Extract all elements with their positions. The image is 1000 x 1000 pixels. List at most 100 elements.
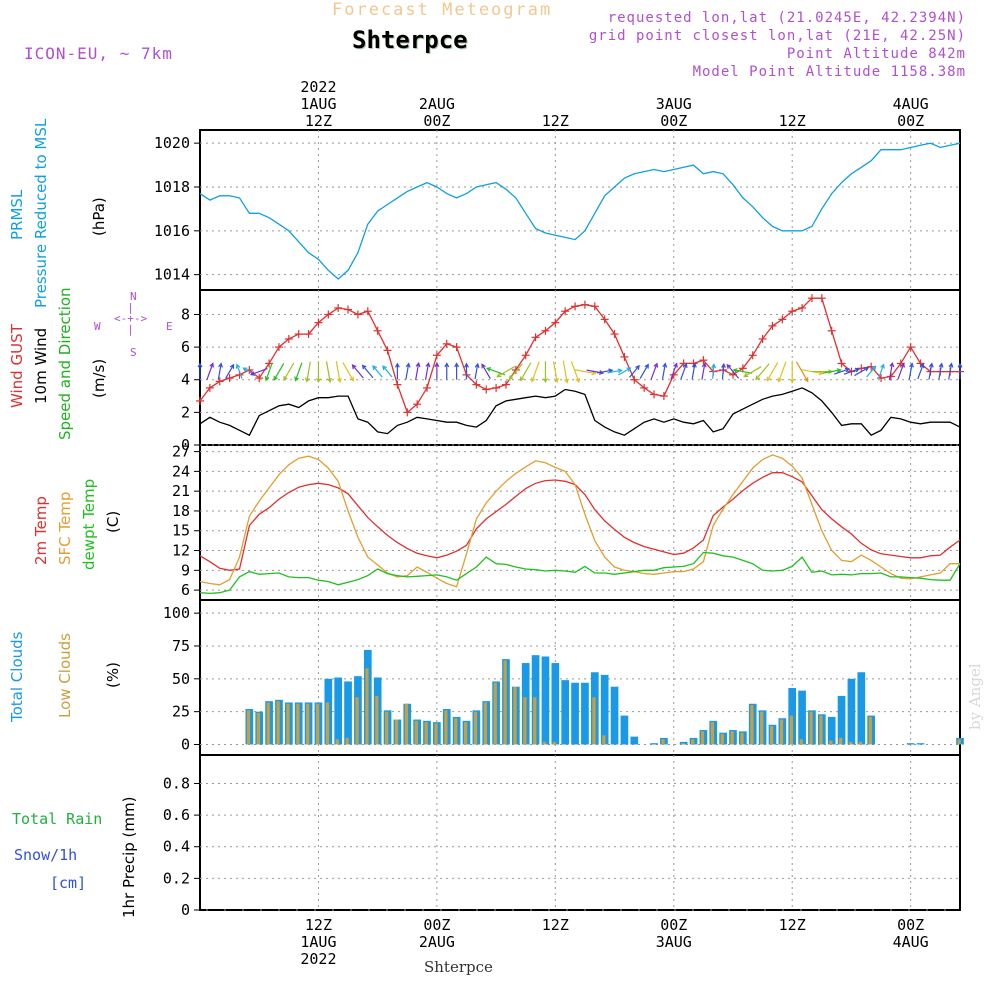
winddir-arrow: [938, 362, 944, 380]
bottom-tick-label: 3AUG: [656, 933, 692, 951]
top-tick-label: 12Z: [305, 112, 332, 130]
total-cloud-bar: [798, 690, 806, 745]
low-cloud-bar: [424, 722, 428, 745]
winddir-head: [235, 363, 241, 369]
winddir-head: [273, 375, 278, 381]
low-cloud-bar: [523, 697, 527, 745]
snow-label: Snow/1h: [14, 846, 78, 864]
ytick-label: 50: [172, 670, 190, 688]
compass-w: W: [94, 320, 101, 333]
point-altitude: Point Altitude 842m: [786, 46, 966, 62]
ytick-label: 0.4: [163, 838, 190, 856]
winddir-arrow: [574, 369, 597, 376]
temp-unit: (C): [104, 510, 122, 533]
low-cloud-bar: [829, 740, 833, 745]
top-tick-label: 2AUG: [419, 95, 455, 113]
low-cloud-bar: [839, 737, 843, 745]
winddir-arrow: [562, 360, 569, 384]
winddir-shaft: [822, 369, 841, 374]
ytick-label: 1018: [154, 178, 190, 196]
winddir-shaft: [629, 365, 640, 378]
gust-point: [620, 352, 629, 361]
low-cloud-bar: [760, 711, 764, 745]
ytick-label: 27: [172, 443, 190, 461]
bottom-tick-label: 2022: [300, 950, 336, 968]
winddir-shaft: [691, 363, 696, 380]
winddir-shaft: [294, 362, 303, 381]
winddir-head: [464, 362, 469, 368]
gust-point: [798, 303, 807, 312]
winddir-arrow: [294, 362, 303, 382]
winddir-arrow: [957, 362, 963, 380]
ytick-label: 25: [172, 703, 190, 721]
gust-point: [432, 351, 441, 360]
low-cloud-bar: [414, 720, 418, 745]
winddir-head: [635, 364, 640, 370]
winddir-head: [871, 365, 877, 371]
gust-point: [274, 343, 283, 352]
winddir-shaft: [424, 363, 430, 380]
gust-point: [610, 330, 619, 339]
low-clouds-label: Low Clouds: [56, 633, 74, 718]
winddir-arrow: [661, 362, 668, 380]
winddir-arrow: [382, 365, 393, 378]
winddir-arrow: [351, 364, 364, 379]
winddir-arrow: [755, 363, 770, 381]
top-tick-label: 12Z: [542, 112, 569, 130]
winddir-arrow: [888, 361, 895, 381]
low-cloud-bar: [315, 703, 320, 745]
panel-frame-3: [199, 599, 961, 756]
winddir-arrow: [424, 362, 431, 380]
compass-arrows: | <-+-> |: [114, 301, 148, 336]
total-cloud-bar: [837, 695, 846, 745]
winddir-head: [721, 362, 726, 369]
gust-point: [324, 310, 333, 319]
low-cloud-bar: [700, 731, 705, 745]
total-cloud-bar: [581, 682, 589, 745]
winddir-shaft: [834, 368, 850, 375]
gust-point: [561, 307, 570, 316]
winddir-arrow: [361, 364, 374, 379]
winddir-arrow: [249, 368, 268, 376]
low-cloud-bar: [730, 731, 734, 745]
winddir-head: [242, 367, 248, 372]
low-cloud-bar: [345, 737, 349, 745]
winddir-head: [394, 362, 400, 368]
winddir-shaft: [650, 363, 658, 380]
low-cloud-bar: [770, 726, 774, 745]
gust-point: [501, 380, 510, 389]
winddir-head: [405, 362, 411, 368]
winddir-head: [361, 364, 367, 370]
gust-point: [659, 392, 668, 401]
total-cloud-bar: [571, 682, 579, 745]
winddir-arrow: [629, 364, 640, 378]
total-cloud-bar: [344, 681, 352, 745]
winddir-arrow: [481, 363, 491, 380]
winddir-head: [673, 362, 678, 368]
bottom-tick-label: 00Z: [897, 916, 924, 934]
winddir-arrow: [854, 366, 870, 377]
low-cloud-bar: [444, 710, 448, 745]
low-cloud-bar: [454, 718, 458, 745]
gust-point: [758, 334, 767, 343]
low-cloud-bar: [592, 697, 596, 745]
total-cloud-bar: [541, 656, 550, 745]
gust-point: [551, 318, 560, 327]
winddir-shaft: [680, 363, 687, 380]
winddir-arrow: [304, 361, 311, 383]
gust-point: [640, 383, 649, 392]
gust-point: [314, 318, 323, 327]
winddir-arrow: [801, 369, 824, 376]
winddir-shaft: [574, 369, 596, 375]
low-cloud-bar: [493, 682, 497, 745]
winddir-head: [755, 375, 761, 381]
low-cloud-bar: [779, 719, 784, 745]
low-cloud-bar: [750, 705, 754, 745]
winddir-head: [777, 377, 783, 383]
winddir-head: [434, 362, 440, 368]
winddir-head: [372, 365, 378, 371]
ytick-label: 6: [181, 338, 190, 356]
gust-point: [196, 396, 204, 405]
winddir-head: [485, 367, 492, 372]
